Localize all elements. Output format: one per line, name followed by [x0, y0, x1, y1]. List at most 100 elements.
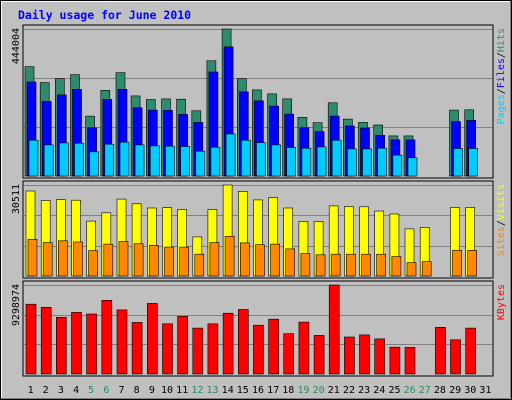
panel-kbytes-legend: KBytes [496, 284, 507, 320]
bar-kbytes-day-1 [25, 303, 37, 375]
bar-pages-day-7 [119, 141, 130, 177]
bar-kbytes-day-22 [344, 336, 355, 375]
panel-visits-ymax-label: 30511 [11, 184, 22, 214]
bar-pages-day-12 [195, 150, 206, 177]
x-tick-label-day-10: 10 [161, 385, 173, 396]
legend-separator: / [496, 52, 507, 58]
bar-sites-day-9 [149, 245, 159, 277]
bar-pages-day-14 [225, 133, 236, 177]
bar-kbytes-day-5 [86, 313, 97, 375]
bar-pages-day-29 [453, 148, 463, 177]
bar-kbytes-day-9 [147, 303, 158, 375]
bar-pages-day-2 [43, 144, 54, 177]
bar-pages-day-8 [134, 144, 145, 177]
x-tick-label-day-30: 30 [464, 385, 476, 396]
x-tick-label-day-18: 18 [282, 385, 294, 396]
x-tick-label-day-11: 11 [176, 385, 188, 396]
bar-kbytes-day-3 [55, 316, 67, 375]
bar-sites-day-4 [73, 241, 83, 277]
x-tick-label-day-24: 24 [373, 385, 385, 396]
bar-kbytes-day-12 [192, 327, 204, 375]
bar-kbytes-day-10 [162, 323, 173, 375]
panel-visits-legend: Sites/Visits [496, 184, 507, 256]
bar-pages-day-21 [331, 139, 342, 177]
bar-sites-day-10 [164, 246, 174, 277]
x-tick-label-day-7: 7 [118, 385, 124, 396]
x-tick-label-day-5: 5 [88, 385, 94, 396]
legend-separator: / [496, 220, 507, 226]
bar-sites-day-26 [406, 262, 417, 277]
bar-pages-day-5 [89, 151, 99, 177]
bar-sites-day-15 [240, 242, 250, 277]
x-tick-label-day-25: 25 [388, 385, 400, 396]
bar-sites-day-14 [224, 236, 235, 277]
bar-pages-day-26 [407, 157, 418, 177]
x-tick-label-day-8: 8 [134, 385, 140, 396]
x-tick-label-day-31: 31 [479, 385, 491, 396]
x-tick-label-day-28: 28 [434, 385, 446, 396]
bar-kbytes-day-7 [116, 309, 128, 375]
legend-item-sites: Sites [496, 226, 507, 256]
bar-kbytes-day-21 [328, 284, 340, 375]
bar-sites-day-5 [88, 250, 98, 277]
bar-pages-day-3 [58, 142, 69, 177]
bar-kbytes-day-14 [222, 312, 234, 375]
bar-sites-day-13 [209, 242, 220, 277]
bar-kbytes-day-18 [283, 333, 295, 375]
bar-kbytes-day-11 [177, 316, 188, 375]
panel-kbytes-ymax-label: 9298974 [11, 284, 22, 326]
x-tick-label-day-3: 3 [58, 385, 64, 396]
bar-kbytes-day-15 [238, 309, 249, 375]
x-tick-label-day-14: 14 [222, 385, 234, 396]
bar-pages-day-6 [104, 143, 115, 177]
panel-hits-legend: Pages/Files/Hits [496, 28, 507, 124]
bar-kbytes-day-26 [404, 347, 416, 375]
bar-kbytes-day-6 [101, 299, 113, 375]
bar-sites-day-29 [452, 250, 462, 277]
bar-kbytes-day-24 [374, 338, 386, 375]
bar-kbytes-day-28 [435, 326, 446, 375]
bar-pages-day-11 [180, 146, 190, 177]
bar-pages-day-10 [165, 145, 175, 177]
x-tick-label-day-15: 15 [237, 385, 249, 396]
bar-pages-day-25 [392, 154, 403, 177]
bar-pages-day-18 [286, 147, 297, 177]
bar-sites-day-20 [315, 254, 326, 277]
bar-pages-day-24 [377, 147, 388, 177]
x-tick-label-day-21: 21 [328, 385, 340, 396]
bar-sites-day-2 [42, 242, 53, 277]
legend-item-kbytes: KBytes [496, 284, 507, 320]
x-tick-label-day-23: 23 [358, 385, 370, 396]
bar-sites-day-30 [467, 250, 478, 277]
bar-sites-day-19 [300, 253, 311, 277]
chart-title: Daily usage for June 2010 [18, 8, 191, 22]
bar-kbytes-day-30 [465, 327, 477, 375]
bar-kbytes-day-23 [359, 334, 370, 375]
bar-sites-day-27 [421, 261, 432, 277]
legend-item-hits: Hits [496, 28, 507, 52]
bar-sites-day-12 [194, 253, 205, 277]
legend-item-files: Files [496, 58, 507, 88]
chart-panels: 444004Pages/Files/Hits30511Sites/Visits9… [11, 24, 507, 396]
bar-pages-day-23 [362, 148, 372, 177]
bar-kbytes-day-4 [71, 312, 82, 375]
panel-visits: 30511 Sites/Visits [11, 180, 507, 279]
x-tick-label-day-1: 1 [28, 385, 34, 396]
bar-sites-day-11 [179, 246, 189, 277]
bar-kbytes-day-16 [253, 324, 264, 375]
bar-pages-day-1 [28, 139, 39, 177]
bar-kbytes-day-8 [131, 322, 143, 375]
x-tick-label-day-6: 6 [103, 385, 109, 396]
bar-pages-day-19 [301, 147, 312, 177]
bar-kbytes-day-17 [268, 318, 279, 375]
bar-sites-day-7 [118, 241, 129, 277]
bar-kbytes-day-19 [298, 321, 310, 375]
bar-sites-day-17 [270, 243, 280, 277]
x-tick-label-day-12: 12 [191, 385, 203, 396]
bar-pages-day-16 [256, 142, 266, 177]
x-tick-label-day-19: 19 [297, 385, 309, 396]
bar-pages-day-20 [316, 146, 327, 177]
bar-sites-day-24 [376, 253, 387, 277]
